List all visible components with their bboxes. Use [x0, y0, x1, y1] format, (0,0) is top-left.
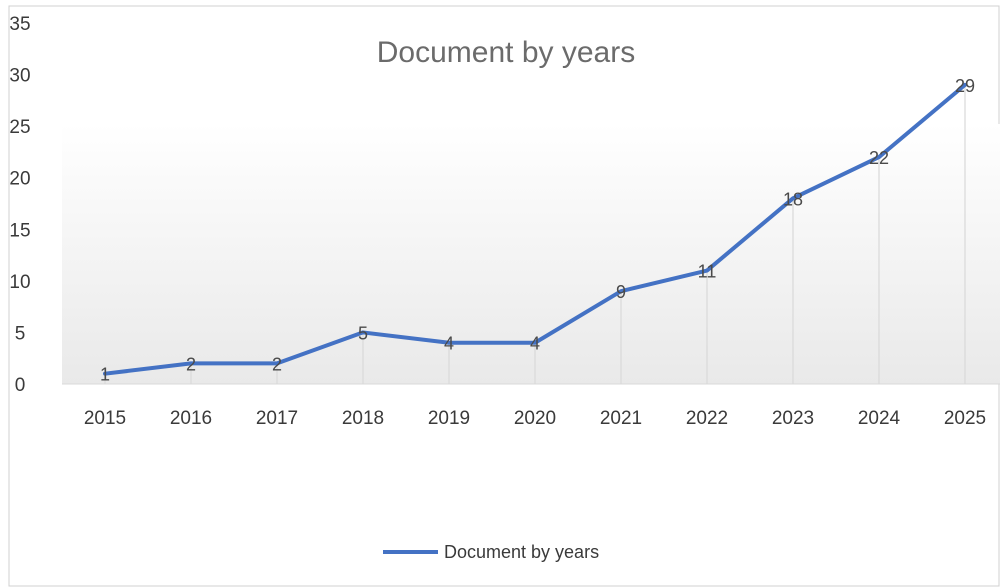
x-tick-label: 2015 [84, 408, 126, 429]
data-label: 2 [186, 354, 196, 374]
x-tick-label: 2019 [428, 408, 470, 429]
x-tick-label: 2018 [342, 408, 384, 429]
data-label: 22 [869, 148, 889, 168]
x-tick-label: 2025 [944, 408, 986, 429]
data-label: 1 [100, 365, 110, 385]
data-label: 4 [530, 334, 540, 354]
x-tick-label: 2023 [772, 408, 814, 429]
x-tick-label: 2022 [686, 408, 728, 429]
y-tick-label: 30 [9, 66, 30, 87]
y-tick-label: 0 [15, 375, 26, 396]
data-label: 29 [955, 76, 975, 96]
legend: Document by years [383, 542, 599, 562]
data-label: 5 [358, 323, 368, 343]
legend-label: Document by years [444, 542, 599, 562]
plot-area [62, 124, 1000, 384]
x-tick-label: 2024 [858, 408, 901, 429]
x-tick-label: 2016 [170, 408, 212, 429]
data-label: 9 [616, 282, 626, 302]
y-tick-label: 5 [15, 323, 26, 344]
drop-lines [104, 84, 966, 384]
y-tick-label: 25 [9, 117, 30, 138]
x-axis-ticks: 2015 2016 2017 2018 2019 2020 2021 2022 2023 2024… [84, 408, 986, 429]
data-label: 11 [698, 262, 717, 282]
series-line-document-by-years [103, 82, 967, 376]
x-tick-label: 2020 [514, 408, 556, 429]
data-label: 2 [272, 354, 282, 374]
y-axis-ticks: 0 5 10 15 20 25 30 35 [9, 14, 30, 396]
x-tick-label: 2017 [256, 408, 298, 429]
data-label: 4 [444, 334, 454, 354]
y-tick-label: 20 [9, 169, 30, 190]
y-tick-label: 15 [9, 220, 30, 241]
chart-title: Document by years [377, 36, 635, 69]
y-tick-label: 35 [9, 14, 30, 35]
data-label: 18 [783, 189, 803, 209]
y-tick-label: 10 [9, 272, 30, 293]
x-tick-label: 2021 [600, 408, 642, 429]
